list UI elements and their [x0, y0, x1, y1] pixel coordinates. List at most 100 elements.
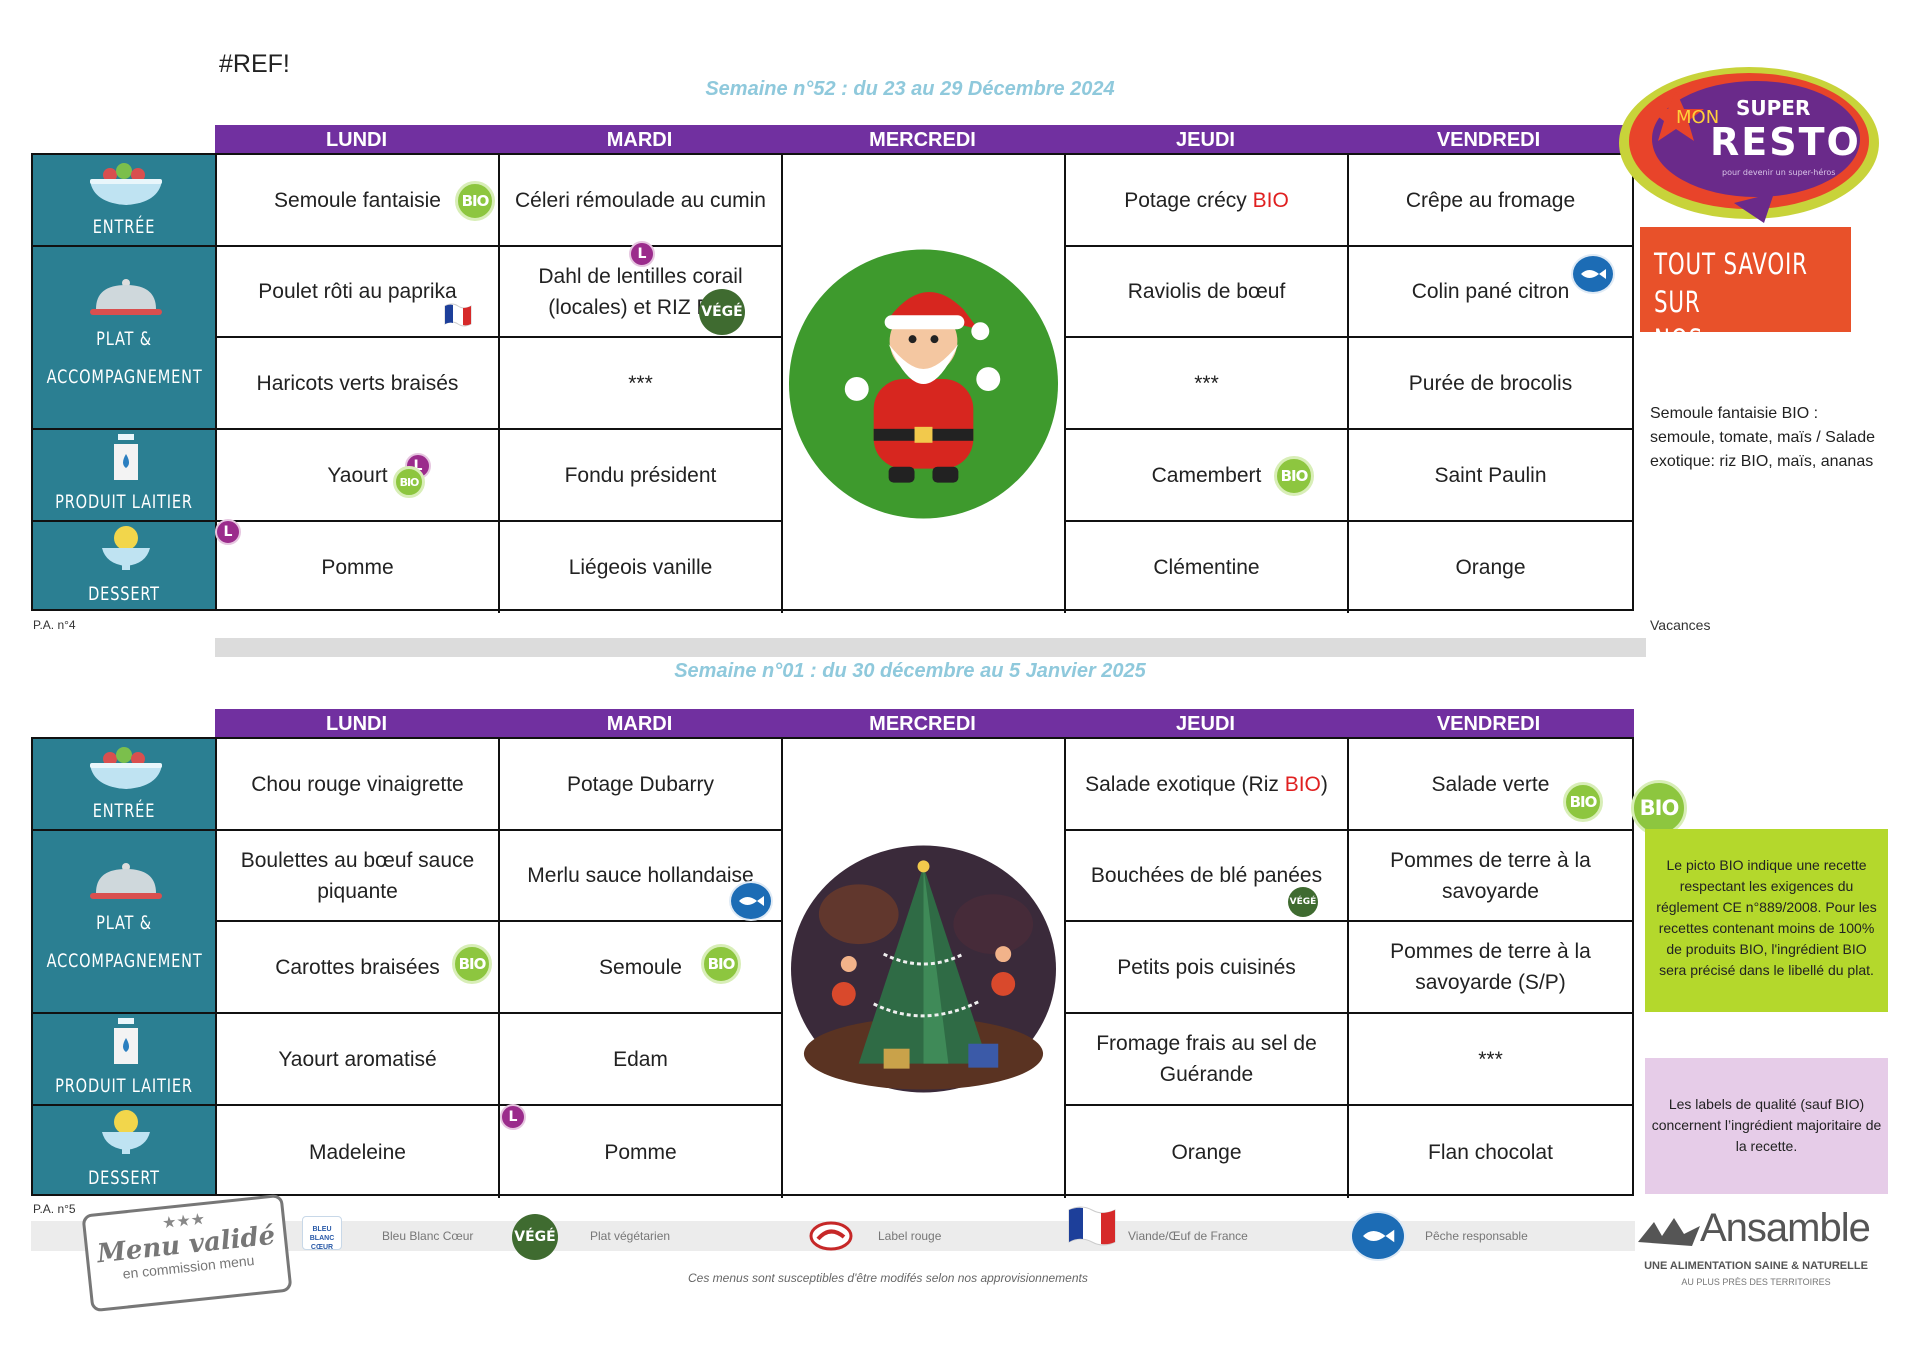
- cloche-icon: [90, 279, 162, 315]
- category-label-plat: PLAT &: [96, 328, 152, 350]
- w2-mardi-dessert: Pomme: [500, 1106, 783, 1198]
- logo-word-mon: MON: [1676, 107, 1719, 128]
- w1-jeudi-dessert: Clémentine: [1066, 522, 1349, 613]
- bio-badge-icon: BIO: [701, 944, 741, 984]
- w2-mardi-entree: Potage Dubarry: [500, 739, 783, 831]
- local-l-badge-icon: L: [629, 241, 655, 267]
- w1-lundi-laitier: Yaourt: [217, 430, 500, 522]
- day-monday: LUNDI: [325, 713, 388, 735]
- w1-jeudi-entree: Potage crécy BIO: [1066, 155, 1349, 247]
- w2-mardi-accompagnement: Semoule: [500, 922, 783, 1014]
- w1-mercredi-holiday: [783, 155, 1066, 613]
- weeks-divider: [215, 638, 1646, 657]
- france-flag-icon: [443, 302, 473, 328]
- w2-vendredi-laitier: ***: [1349, 1014, 1632, 1106]
- disclaimer-text: Ces menus sont susceptibles d'être modif…: [688, 1271, 1088, 1285]
- bio-badge-icon: BIO: [1631, 780, 1687, 836]
- bio-explanation-text: Le picto BIO indique une recette respect…: [1656, 857, 1877, 978]
- category-dessert: DESSERT: [33, 522, 215, 613]
- w2-lundi-dessert: Madeleine: [217, 1106, 500, 1198]
- recipe-note: Semoule fantaisie BIO : semoule, tomate,…: [1650, 405, 1875, 470]
- local-l-badge-icon: L: [500, 1104, 526, 1130]
- labels-explanation-box: Les labels de qualité (sauf BIO) concern…: [1645, 1058, 1888, 1194]
- w1-lundi-dessert: Pomme: [217, 522, 500, 613]
- milk-can-icon: [114, 1018, 138, 1064]
- vacances-label: Vacances: [1650, 617, 1711, 633]
- week2-category-sidebar: ENTRÉE PLAT & ACCOMPAGNEMENT PRODUIT LAI…: [31, 737, 217, 1196]
- day-monday: LUNDI: [325, 129, 388, 151]
- w1-vendredi-plat: Colin pané citron: [1349, 247, 1632, 338]
- w2-jeudi-dessert: Orange: [1066, 1106, 1349, 1198]
- w1-lundi-entree: Semoule fantaisie: [217, 155, 500, 247]
- w1-vendredi-entree: Crêpe au fromage: [1349, 155, 1632, 247]
- w2-vendredi-accompagnement: Pommes de terre à la savoyarde (S/P): [1349, 922, 1632, 1014]
- category-label-laitier: PRODUIT LAITIER: [55, 491, 193, 513]
- santa-claus-image: [789, 249, 1058, 519]
- bio-badge-icon: BIO: [455, 181, 495, 221]
- w2-jeudi-laitier: Fromage frais au sel de Guérande: [1066, 1014, 1349, 1106]
- vege-badge-icon: VÉGÉ: [699, 289, 745, 335]
- w2-lundi-entree: Chou rouge vinaigrette: [217, 739, 500, 831]
- bio-badge-icon: BIO: [1563, 782, 1603, 822]
- christmas-tree-image: [790, 844, 1057, 1093]
- cloche-icon: [90, 863, 162, 899]
- fish-badge-icon: [1350, 1211, 1406, 1261]
- day-friday: VENDREDI: [1436, 713, 1541, 735]
- w2-vendredi-entree: Salade verte: [1349, 739, 1632, 831]
- ice-cream-cup-icon: [102, 526, 150, 570]
- w1-mardi-accompagnement: ***: [500, 338, 783, 430]
- week1-day-header: LUNDI MARDI MERCREDI JEUDI VENDREDI: [215, 125, 1634, 153]
- w2-mardi-plat: Merlu sauce hollandaise: [500, 831, 783, 922]
- w2-vendredi-dessert: Flan chocolat: [1428, 1140, 1553, 1164]
- legend-peche: Pêche responsable: [1425, 1229, 1528, 1243]
- category-laitier: PRODUIT LAITIER: [33, 1014, 215, 1106]
- w2-mercredi-holiday: [783, 739, 1066, 1198]
- category-label-entree: ENTRÉE: [92, 216, 156, 238]
- w2-vendredi-plat: Pommes de terre à la savoyarde: [1349, 831, 1632, 922]
- category-label-laitier: PRODUIT LAITIER: [55, 1075, 193, 1097]
- w1-mardi-entree: Céleri rémoulade au cumin: [500, 155, 783, 247]
- category-plat: PLAT & ACCOMPAGNEMENT: [33, 247, 215, 430]
- week1-category-sidebar: ENTRÉE PLAT & ACCOMPAGNEMENT PRODUIT LAI…: [31, 153, 217, 611]
- legend-france: Viande/Œuf de France: [1128, 1229, 1248, 1243]
- w1-lundi-plat: Poulet rôti au paprika: [217, 247, 500, 338]
- ansamble-logo: Ansamble UNE ALIMENTATION SAINE & NATURE…: [1630, 1202, 1900, 1292]
- w1-lundi-accompagnement: Haricots verts braisés: [217, 338, 500, 430]
- week2-pa-number: P.A. n°5: [33, 1202, 76, 1216]
- category-label-entree: ENTRÉE: [92, 800, 156, 822]
- w2-mardi-laitier: Edam: [500, 1014, 783, 1106]
- ansamble-birds-icon: [1638, 1218, 1700, 1246]
- w1-vendredi-dessert: Orange: [1455, 556, 1526, 579]
- w1-mardi-plat: Dahl de lentilles corail (locales) et RI…: [500, 247, 783, 338]
- w2-jeudi-plat: Bouchées de blé panées: [1066, 831, 1349, 922]
- w1-mardi-dessert: Liégeois vanille: [500, 522, 783, 613]
- legend-vegetarien: Plat végétarien: [590, 1229, 671, 1243]
- w1-jeudi-accompagnement: ***: [1066, 338, 1349, 430]
- vege-badge-icon: VÉGÉ: [1288, 887, 1318, 917]
- day-tuesday: MARDI: [606, 713, 673, 735]
- menu-valide-stamp: ★★★ Menu validé en commission menu: [81, 1193, 293, 1313]
- logo-tagline: pour devenir un super-héros: [1722, 167, 1835, 177]
- week1-pa-number: P.A. n°4: [33, 618, 76, 632]
- w1-jeudi-plat: Raviolis de bœuf: [1066, 247, 1349, 338]
- ansamble-name: Ansamble: [1700, 1206, 1871, 1250]
- logo-word-resto: RESTO: [1710, 120, 1861, 164]
- ice-cream-cup-icon: [102, 1110, 150, 1154]
- fish-badge-icon: [729, 881, 773, 921]
- week1-menu-grid: Semoule fantaisie Poulet rôti au paprika…: [215, 153, 1634, 613]
- category-label-dessert: DESSERT: [88, 583, 160, 605]
- recettes-link-line1: TOUT SAVOIR SUR: [1654, 247, 1808, 319]
- category-label-dessert: DESSERT: [88, 1167, 160, 1189]
- recettes-link-button[interactable]: TOUT SAVOIR SUR NOS RECETTES: [1640, 227, 1851, 395]
- bio-explanation-box: Le picto BIO indique une recette respect…: [1645, 829, 1888, 1012]
- mon-super-resto-logo: MON SUPER RESTO pour devenir un super-hé…: [1614, 63, 1884, 225]
- w1-vendredi-accompagnement: Purée de brocolis: [1349, 338, 1632, 430]
- w1-mardi-laitier: Fondu président: [500, 430, 783, 522]
- day-wednesday: MERCREDI: [869, 713, 976, 735]
- category-label-accompagnement: ACCOMPAGNEMENT: [46, 366, 203, 388]
- bbc-logo-text: BLEU BLANC CŒUR: [309, 1226, 335, 1251]
- salad-bowl-icon: [90, 163, 162, 205]
- category-label-plat: PLAT &: [96, 912, 152, 934]
- week2-day-header: LUNDI MARDI MERCREDI JEUDI VENDREDI: [215, 709, 1634, 737]
- local-l-badge-icon: L: [215, 519, 241, 545]
